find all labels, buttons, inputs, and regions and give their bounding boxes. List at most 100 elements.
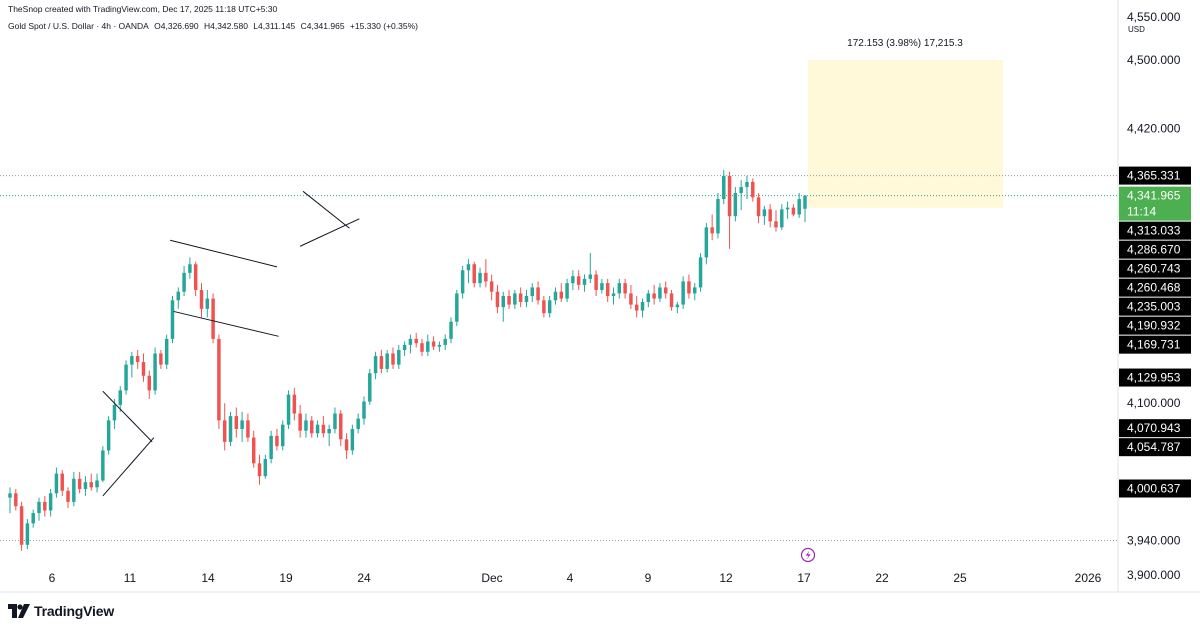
- candle[interactable]: [77, 471, 82, 494]
- candle[interactable]: [8, 487, 12, 514]
- candle[interactable]: [304, 413, 308, 438]
- candle[interactable]: [141, 353, 146, 382]
- candle[interactable]: [698, 253, 703, 292]
- candle[interactable]: [739, 180, 743, 211]
- candle[interactable]: [217, 334, 221, 429]
- candle[interactable]: [333, 407, 337, 434]
- candle[interactable]: [205, 289, 210, 318]
- candle[interactable]: [478, 267, 482, 288]
- candle[interactable]: [379, 350, 384, 374]
- candle[interactable]: [130, 351, 134, 378]
- candle[interactable]: [153, 347, 157, 395]
- candle[interactable]: [559, 283, 564, 303]
- candle[interactable]: [37, 497, 41, 521]
- candle[interactable]: [518, 287, 523, 308]
- candle[interactable]: [762, 205, 767, 225]
- candle[interactable]: [112, 398, 117, 429]
- candle[interactable]: [199, 283, 204, 318]
- candle[interactable]: [716, 193, 720, 239]
- candle[interactable]: [106, 416, 111, 455]
- candle[interactable]: [646, 289, 651, 308]
- candle[interactable]: [640, 298, 645, 318]
- candle[interactable]: [681, 276, 685, 309]
- candle[interactable]: [751, 178, 755, 202]
- candle[interactable]: [159, 350, 163, 369]
- candle[interactable]: [263, 454, 268, 479]
- candle[interactable]: [48, 489, 53, 517]
- candle[interactable]: [768, 204, 772, 228]
- candle[interactable]: [182, 265, 186, 296]
- candle[interactable]: [687, 274, 691, 299]
- candle[interactable]: [547, 296, 552, 318]
- candle[interactable]: [280, 420, 285, 451]
- lightning-event-icon[interactable]: [800, 547, 816, 563]
- candle[interactable]: [72, 471, 76, 507]
- candle[interactable]: [704, 223, 709, 265]
- candle[interactable]: [542, 296, 546, 318]
- candle[interactable]: [507, 289, 511, 309]
- candle[interactable]: [54, 467, 59, 498]
- candle[interactable]: [484, 259, 488, 288]
- candle[interactable]: [629, 284, 633, 309]
- candle[interactable]: [797, 193, 801, 218]
- candle[interactable]: [275, 428, 279, 451]
- trendline[interactable]: [170, 239, 278, 268]
- candle[interactable]: [118, 386, 122, 412]
- candle[interactable]: [368, 368, 372, 405]
- candle[interactable]: [83, 476, 88, 496]
- candle[interactable]: [495, 284, 500, 314]
- candle[interactable]: [350, 424, 355, 455]
- candle[interactable]: [251, 430, 256, 468]
- candle[interactable]: [617, 278, 622, 299]
- candle[interactable]: [315, 420, 320, 438]
- candle[interactable]: [780, 204, 784, 230]
- candle[interactable]: [135, 350, 140, 369]
- candle[interactable]: [234, 407, 239, 438]
- trendline[interactable]: [102, 390, 153, 443]
- candle[interactable]: [310, 416, 314, 438]
- candle[interactable]: [222, 403, 227, 451]
- candle[interactable]: [211, 293, 215, 344]
- candle[interactable]: [188, 257, 192, 279]
- candle[interactable]: [43, 495, 47, 517]
- candle[interactable]: [385, 350, 389, 373]
- candle[interactable]: [402, 341, 407, 357]
- candle[interactable]: [443, 334, 447, 351]
- candle[interactable]: [269, 430, 273, 464]
- candle[interactable]: [356, 413, 360, 434]
- candle[interactable]: [756, 193, 761, 224]
- candle[interactable]: [536, 281, 540, 305]
- candle[interactable]: [489, 274, 494, 301]
- candle[interactable]: [246, 413, 250, 442]
- candle[interactable]: [373, 351, 378, 380]
- candle[interactable]: [66, 487, 70, 508]
- candle[interactable]: [455, 289, 459, 327]
- candle[interactable]: [298, 404, 302, 438]
- candle[interactable]: [147, 370, 152, 399]
- trendline[interactable]: [102, 437, 155, 497]
- candle[interactable]: [89, 473, 93, 491]
- candle[interactable]: [663, 281, 668, 299]
- candle[interactable]: [164, 334, 169, 369]
- candle[interactable]: [460, 265, 465, 299]
- candle[interactable]: [774, 210, 778, 232]
- candle[interactable]: [530, 283, 535, 303]
- candle[interactable]: [466, 259, 471, 284]
- candle[interactable]: [785, 201, 790, 219]
- candle[interactable]: [710, 214, 714, 241]
- candle[interactable]: [437, 341, 442, 352]
- candle[interactable]: [420, 338, 424, 357]
- candle[interactable]: [95, 473, 99, 493]
- candle[interactable]: [397, 344, 401, 369]
- candle[interactable]: [658, 283, 662, 303]
- candle[interactable]: [733, 187, 738, 222]
- candle[interactable]: [286, 390, 291, 429]
- candle[interactable]: [25, 519, 30, 550]
- candle[interactable]: [513, 289, 517, 309]
- candle[interactable]: [292, 387, 297, 421]
- candle[interactable]: [553, 287, 558, 305]
- price-range-box[interactable]: [808, 60, 1003, 208]
- candle[interactable]: [124, 360, 128, 395]
- candle[interactable]: [727, 171, 732, 249]
